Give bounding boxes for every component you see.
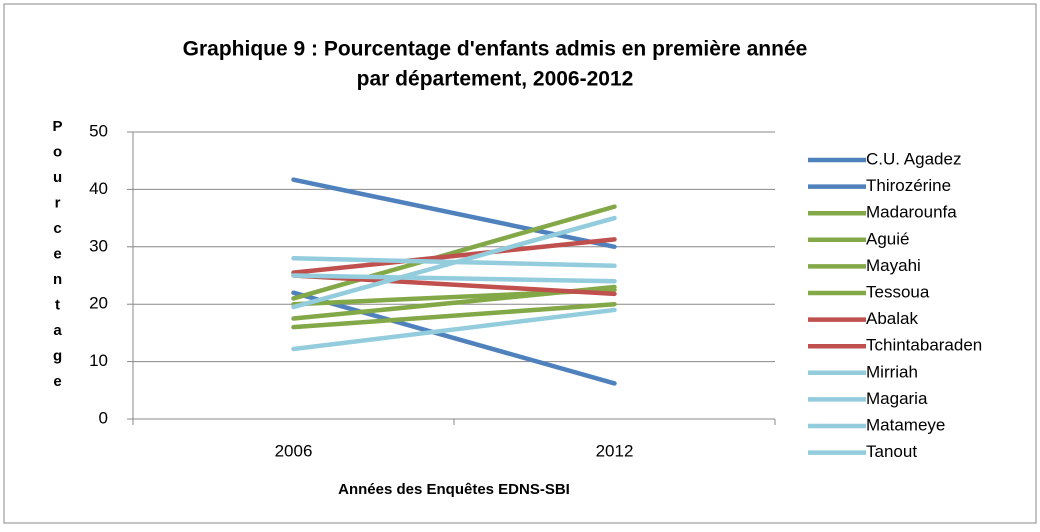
chart-title: par département, 2006-2012 xyxy=(357,68,634,91)
legend-label: Mayahi xyxy=(866,256,921,275)
x-tick-label: 2006 xyxy=(275,441,313,460)
legend-label: Thirozérine xyxy=(866,176,951,195)
y-axis-label: Pourcentage xyxy=(49,118,66,399)
legend-label: Madarounfa xyxy=(866,203,957,222)
y-tick-label: 40 xyxy=(89,179,108,198)
series-line xyxy=(291,290,617,386)
series-line xyxy=(291,301,617,330)
legend-label: Magaria xyxy=(866,389,928,408)
y-tick-label: 30 xyxy=(89,236,108,255)
x-tick-label: 2012 xyxy=(596,441,634,460)
series-line xyxy=(291,273,617,284)
legend-label: Tchintabaraden xyxy=(866,336,982,355)
legend-label: Tessoua xyxy=(866,282,930,301)
y-tick-label: 10 xyxy=(89,351,108,370)
legend-label: Matameye xyxy=(866,415,945,434)
y-tick-label: 0 xyxy=(99,408,108,427)
series-line xyxy=(291,204,617,301)
series-line xyxy=(291,237,617,275)
y-tick-label: 20 xyxy=(89,294,108,313)
series-line xyxy=(291,177,617,250)
series-line xyxy=(291,215,617,310)
chart-title: Graphique 9 : Pourcentage d'enfants admi… xyxy=(183,38,808,61)
legend-label: Tanout xyxy=(866,442,917,461)
legend-label: Aguié xyxy=(866,229,909,248)
legend-label: C.U. Agadez xyxy=(866,149,961,168)
series-line xyxy=(291,307,617,352)
y-tick-label: 50 xyxy=(89,121,108,140)
legend-label: Abalak xyxy=(866,309,918,328)
legend-label: Mirriah xyxy=(866,362,918,381)
x-axis-label: Années des Enquêtes EDNS-SBI xyxy=(338,481,570,498)
